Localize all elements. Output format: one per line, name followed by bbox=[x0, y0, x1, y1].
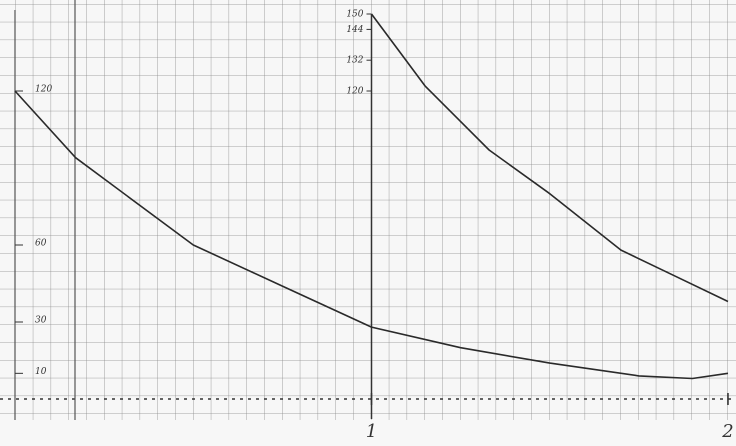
x-tick-label: 1 bbox=[366, 421, 377, 442]
y-tick-label: 150 bbox=[346, 10, 363, 20]
y-tick-label: 10 bbox=[35, 367, 47, 377]
y-tick-label: 144 bbox=[346, 25, 363, 35]
curve bbox=[370, 13, 729, 303]
y-tick-label: 120 bbox=[346, 87, 363, 97]
y-tick-label: 120 bbox=[35, 85, 52, 95]
curve bbox=[14, 90, 729, 380]
x-tick-label: 2 bbox=[721, 421, 733, 442]
y-tick-label: 132 bbox=[346, 56, 363, 66]
y-tick-label: 60 bbox=[35, 239, 47, 249]
grid-paper bbox=[0, 0, 736, 420]
y-tick-label: 30 bbox=[35, 316, 47, 326]
